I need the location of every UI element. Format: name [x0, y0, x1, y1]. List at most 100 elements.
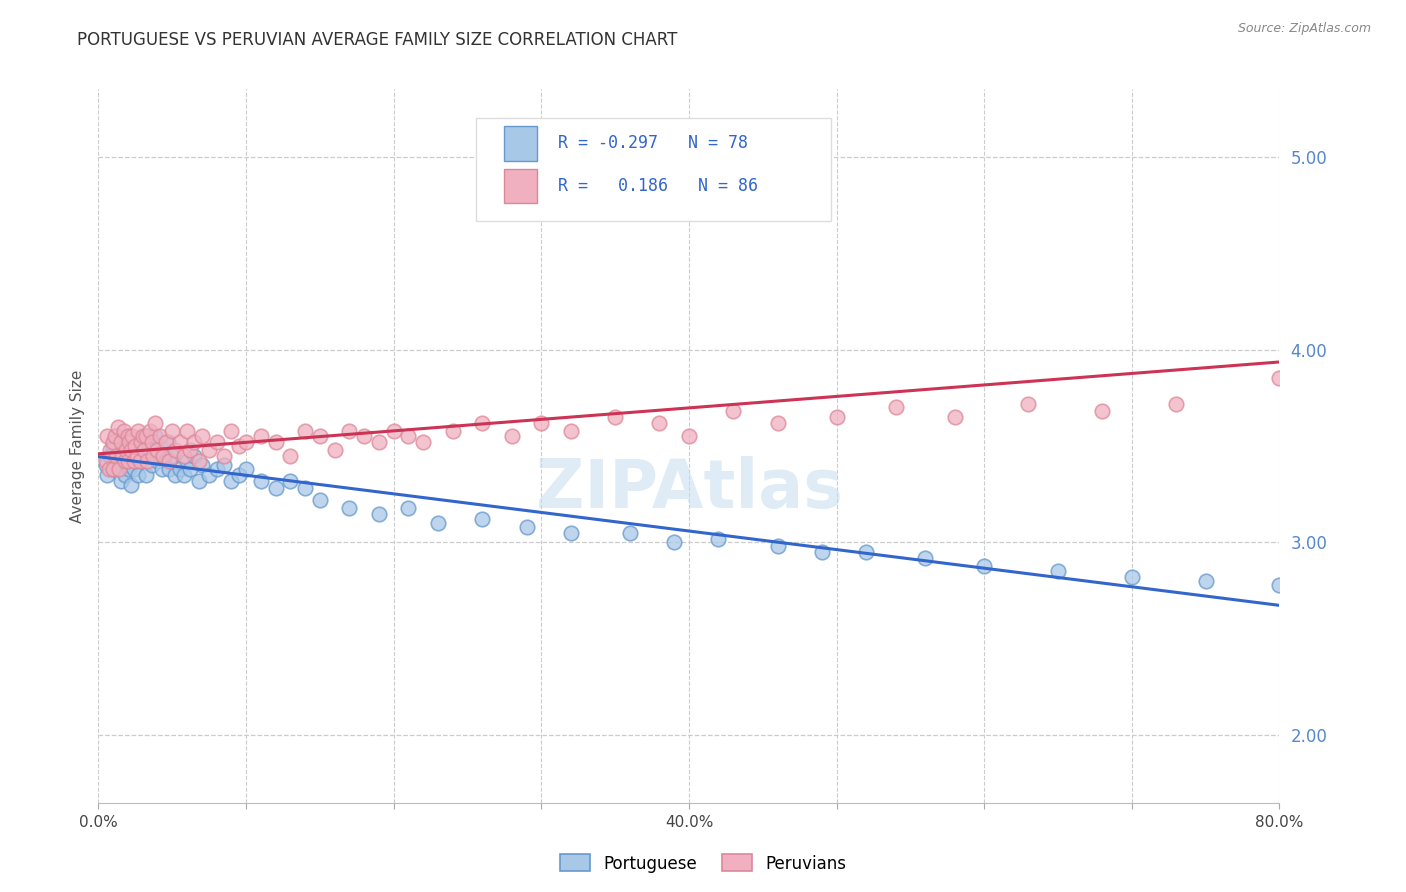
Point: [309, 493, 332, 508]
Point: [855, 545, 877, 559]
Point: [134, 442, 156, 457]
Point: [107, 462, 129, 476]
Point: [309, 429, 332, 443]
Point: [382, 424, 405, 438]
Point: [368, 507, 391, 521]
Point: [212, 458, 235, 473]
Point: [766, 416, 789, 430]
Point: [132, 449, 155, 463]
Point: [165, 467, 187, 482]
Point: [294, 424, 316, 438]
Point: [125, 439, 148, 453]
Point: [129, 435, 152, 450]
FancyBboxPatch shape: [503, 169, 537, 203]
Point: [398, 500, 420, 515]
Point: [353, 429, 375, 443]
Point: [98, 442, 121, 457]
Point: [191, 429, 214, 443]
Point: [121, 449, 143, 463]
Point: [427, 516, 450, 530]
Point: [1372, 352, 1395, 367]
Point: [221, 474, 243, 488]
Point: [114, 467, 136, 482]
Point: [169, 462, 191, 476]
Point: [122, 462, 145, 476]
Point: [1268, 371, 1291, 385]
Point: [176, 454, 198, 468]
Point: [122, 454, 145, 468]
Point: [471, 512, 494, 526]
Point: [124, 439, 146, 453]
Point: [139, 429, 162, 443]
Point: [105, 429, 128, 443]
Point: [117, 454, 139, 468]
Point: [110, 435, 132, 450]
Point: [120, 442, 142, 457]
Text: R =   0.186   N = 86: R = 0.186 N = 86: [558, 178, 758, 195]
Point: [152, 449, 174, 463]
Point: [280, 474, 302, 488]
Point: [138, 442, 160, 457]
Point: [117, 429, 139, 443]
Point: [128, 442, 150, 457]
Point: [250, 429, 273, 443]
Point: [120, 442, 142, 457]
Point: [398, 429, 420, 443]
Point: [605, 410, 627, 425]
Point: [108, 462, 131, 476]
Point: [162, 424, 183, 438]
Point: [884, 401, 907, 415]
Point: [136, 454, 159, 468]
Point: [323, 442, 346, 457]
Point: [339, 424, 361, 438]
Text: PORTUGUESE VS PERUVIAN AVERAGE FAMILY SIZE CORRELATION CHART: PORTUGUESE VS PERUVIAN AVERAGE FAMILY SI…: [77, 31, 678, 49]
Point: [173, 467, 195, 482]
Point: [124, 454, 146, 468]
Point: [112, 435, 135, 450]
Point: [157, 462, 180, 476]
Point: [125, 449, 148, 463]
Point: [103, 439, 125, 453]
Point: [707, 532, 730, 546]
Point: [1372, 150, 1395, 164]
Point: [156, 435, 179, 450]
Point: [368, 435, 391, 450]
Point: [176, 424, 198, 438]
Point: [280, 449, 302, 463]
Point: [173, 449, 195, 463]
Point: [723, 404, 745, 418]
Point: [516, 520, 538, 534]
Point: [141, 435, 163, 450]
Point: [914, 550, 936, 565]
Point: [118, 435, 141, 450]
FancyBboxPatch shape: [503, 127, 537, 161]
Point: [339, 500, 361, 515]
Point: [766, 539, 789, 553]
Point: [1195, 574, 1218, 588]
Point: [235, 462, 257, 476]
Point: [94, 454, 117, 468]
Point: [162, 449, 183, 463]
Point: [560, 424, 582, 438]
Point: [141, 458, 163, 473]
Point: [143, 429, 166, 443]
Point: [294, 482, 316, 496]
Point: [619, 525, 641, 540]
Legend: Portuguese, Peruvians: Portuguese, Peruvians: [553, 847, 853, 880]
Point: [139, 424, 162, 438]
Point: [187, 454, 209, 468]
Text: Source: ZipAtlas.com: Source: ZipAtlas.com: [1237, 22, 1371, 36]
Point: [179, 462, 201, 476]
Point: [142, 449, 165, 463]
Point: [107, 419, 129, 434]
Point: [191, 458, 214, 473]
Point: [212, 449, 235, 463]
Point: [183, 449, 205, 463]
Point: [153, 449, 176, 463]
Point: [121, 429, 143, 443]
Point: [127, 467, 149, 482]
Point: [1046, 565, 1070, 579]
Y-axis label: Average Family Size: Average Family Size: [69, 369, 84, 523]
Point: [235, 435, 257, 450]
Point: [228, 467, 250, 482]
